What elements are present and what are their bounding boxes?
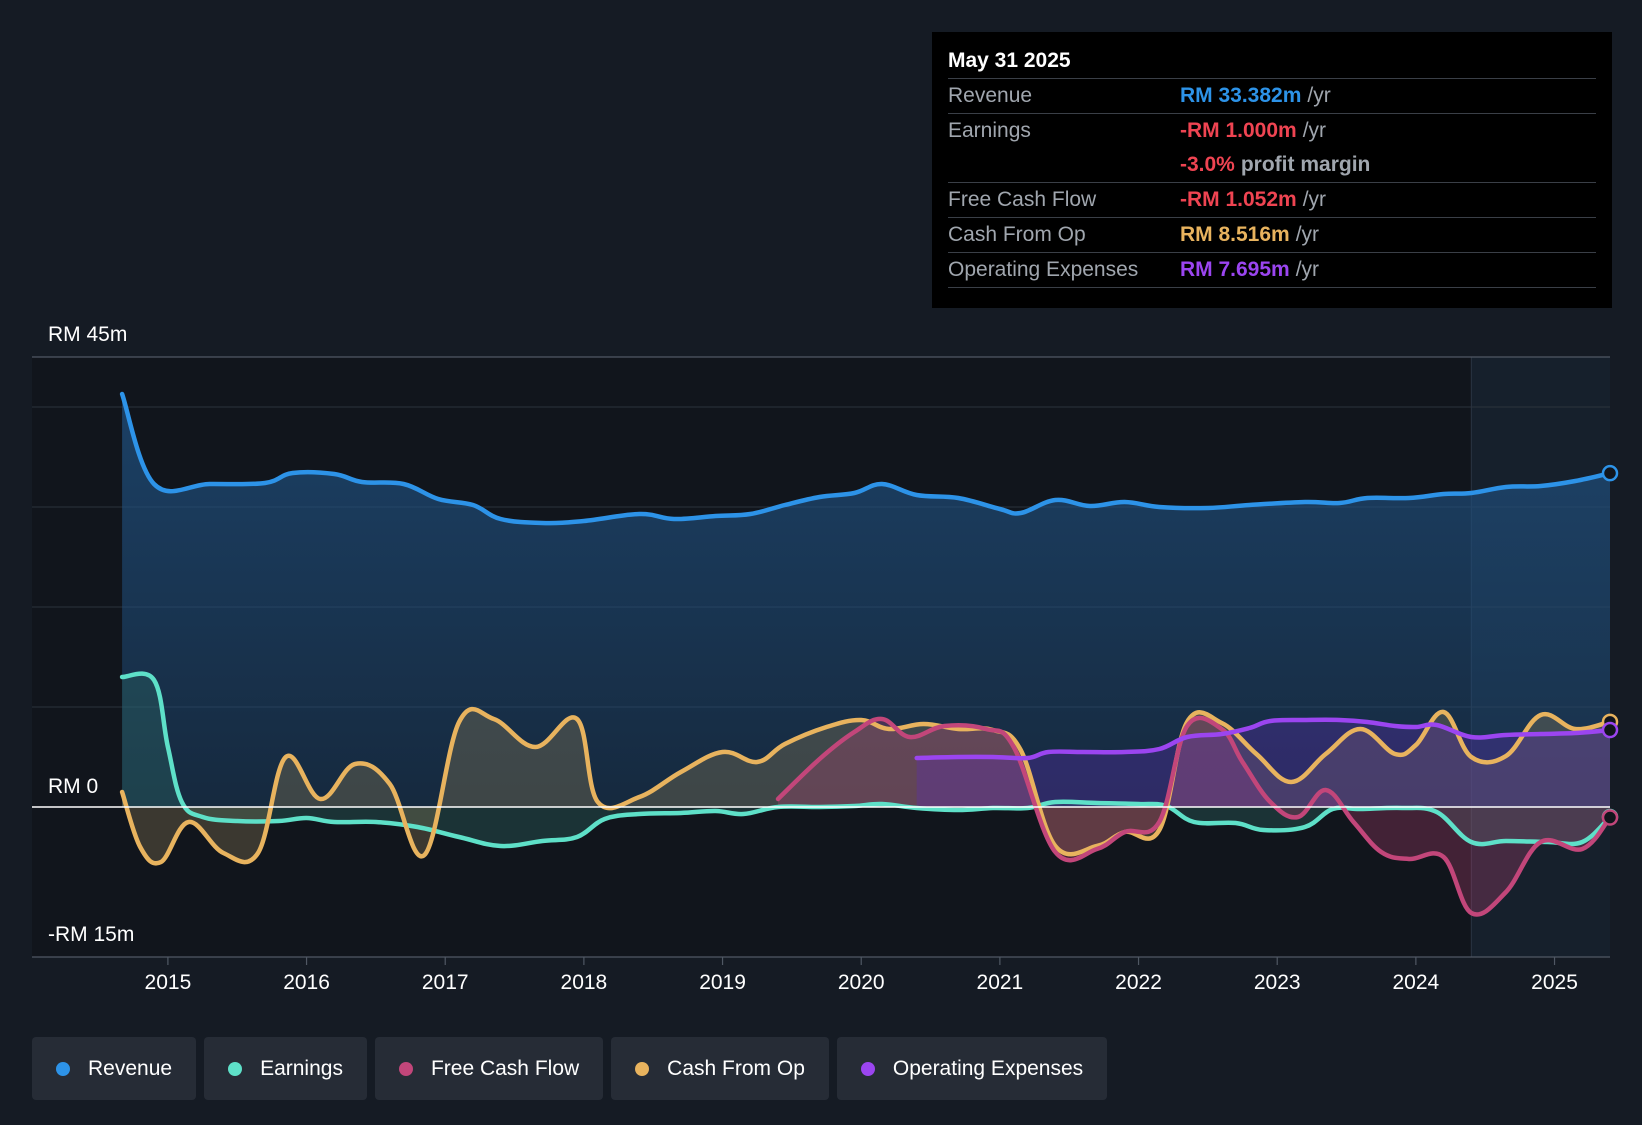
tooltip-row-margin: -3.0% profit margin: [948, 148, 1596, 182]
series-line-fcf: [775, 715, 1613, 917]
y-tick-label: RM 45m: [48, 323, 127, 346]
series-area-cfo: [122, 709, 1611, 864]
legend-dot-icon: [398, 1061, 413, 1076]
tooltip-value: -RM 1.000m: [1180, 119, 1297, 142]
legend-item-earnings[interactable]: Earnings: [204, 1037, 367, 1100]
tooltip-unit: /yr: [1295, 258, 1320, 281]
x-tick-label: 2017: [422, 971, 469, 994]
tooltip-date: May 31 2025: [948, 49, 1071, 72]
tooltip-unit: profit margin: [1240, 153, 1371, 176]
tooltip-unit: /yr: [1302, 188, 1327, 211]
tooltip-value: -3.0%: [1180, 153, 1235, 176]
series-line-earnings: [119, 671, 1613, 849]
tooltip-label: Revenue: [948, 84, 1033, 107]
legend-item-cash-from-op[interactable]: Cash From Op: [611, 1037, 829, 1100]
legend-label: Revenue: [88, 1056, 173, 1080]
series-end-point-opex: [1601, 721, 1619, 739]
series-area-earnings: [122, 673, 1611, 847]
series-area-fcf: [778, 717, 1610, 915]
tooltip-value: RM 33.382m: [1180, 84, 1302, 107]
tooltip-label: Earnings: [948, 119, 1031, 142]
tooltip-row-cfo: Cash From Op RM 8.516m /yr: [948, 217, 1596, 252]
x-tick-label: 2022: [1115, 971, 1162, 994]
series-area-revenue: [122, 394, 1611, 807]
legend: Revenue Earnings Free Cash Flow Cash Fro…: [32, 1037, 1108, 1100]
x-tick-label: 2024: [1393, 971, 1440, 994]
series-line-cfo: [119, 706, 1613, 866]
legend-item-revenue[interactable]: Revenue: [32, 1037, 197, 1100]
legend-dot-icon: [860, 1061, 875, 1076]
tooltip-unit: /yr: [1307, 84, 1331, 107]
tooltip-label: Free Cash Flow: [948, 188, 1097, 211]
legend-item-operating-expenses[interactable]: Operating Expenses: [836, 1037, 1108, 1100]
tooltip-panel: May 31 2025 Revenue RM 33.382m /yr Earni…: [932, 32, 1612, 308]
tooltip-unit: /yr: [1295, 223, 1320, 246]
tooltip-row-earnings: Earnings -RM 1.000m /yr: [948, 113, 1596, 148]
tooltip-label: Operating Expenses: [948, 258, 1139, 281]
tooltip-row-opex: Operating Expenses RM 7.695m /yr: [948, 252, 1596, 287]
series-line-opex: [914, 717, 1613, 761]
x-tick-label: 2015: [145, 971, 192, 994]
legend-dot-icon: [635, 1061, 650, 1076]
tooltip-row-revenue: Revenue RM 33.382m /yr: [948, 78, 1596, 113]
x-tick-label: 2020: [838, 971, 885, 994]
x-tick-label: 2023: [1254, 971, 1301, 994]
y-tick-label: -RM 15m: [48, 923, 134, 946]
tooltip-row-fcf: Free Cash Flow -RM 1.052m /yr: [948, 182, 1596, 217]
legend-label: Cash From Op: [667, 1056, 805, 1080]
tooltip-value: RM 7.695m: [1180, 258, 1290, 281]
x-tick-label: 2019: [699, 971, 746, 994]
tooltip-value: -RM 1.052m: [1180, 188, 1297, 211]
legend-item-free-cash-flow[interactable]: Free Cash Flow: [374, 1037, 604, 1100]
legend-label: Free Cash Flow: [430, 1056, 580, 1080]
tooltip-divider: [948, 287, 1596, 288]
legend-dot-icon: [56, 1061, 70, 1076]
x-tick-label: 2018: [561, 971, 608, 994]
tooltip-unit: /yr: [1302, 119, 1327, 142]
series-line-revenue: [119, 391, 1613, 526]
x-tick-label: 2016: [283, 971, 330, 994]
x-tick-label: 2025: [1531, 971, 1578, 994]
legend-dot-icon: [228, 1061, 243, 1076]
series-end-point-revenue: [1601, 464, 1619, 482]
y-tick-label: RM 0: [48, 775, 98, 798]
x-tick-label: 2021: [977, 971, 1024, 994]
legend-label: Earnings: [260, 1056, 343, 1080]
tooltip-label: Cash From Op: [948, 223, 1086, 246]
legend-label: Operating Expenses: [892, 1056, 1084, 1080]
tooltip-value: RM 8.516m: [1180, 223, 1290, 246]
series-end-point-fcf: [1601, 809, 1619, 826]
